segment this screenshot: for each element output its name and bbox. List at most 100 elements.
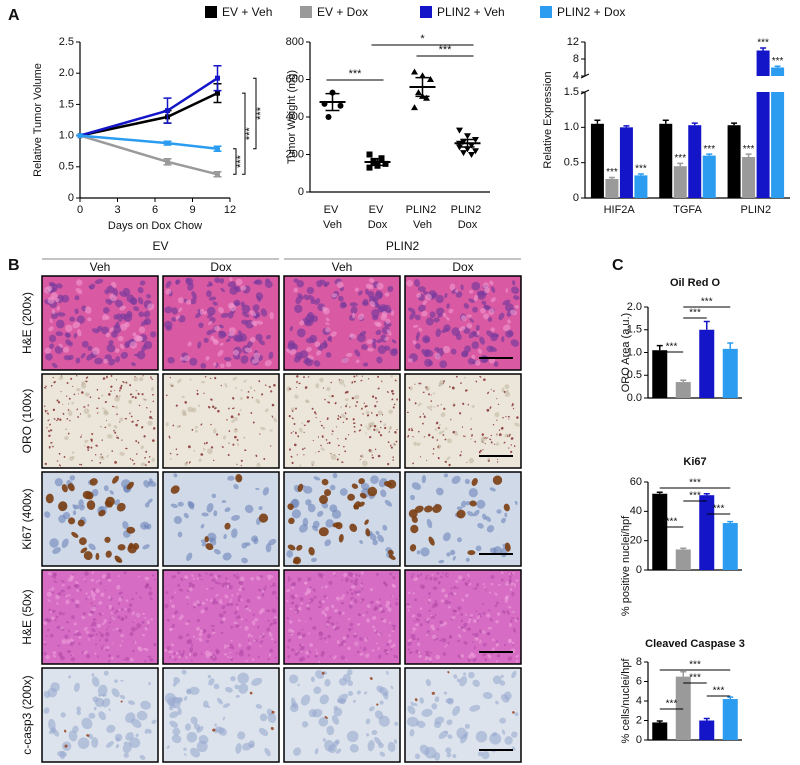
texture xyxy=(336,458,339,461)
texture xyxy=(220,384,222,387)
texture xyxy=(428,360,433,366)
texture xyxy=(285,588,291,593)
texture xyxy=(480,439,485,443)
texture xyxy=(371,412,373,414)
significance-label: *** xyxy=(689,673,701,684)
texture xyxy=(203,442,206,445)
texture xyxy=(489,732,502,745)
texture xyxy=(47,419,50,422)
texture xyxy=(475,324,480,331)
texture xyxy=(178,696,184,702)
texture xyxy=(171,614,175,619)
texture xyxy=(448,601,452,604)
texture xyxy=(326,386,331,392)
texture xyxy=(154,578,156,581)
texture xyxy=(45,654,50,660)
texture xyxy=(90,602,93,605)
texture xyxy=(443,532,451,542)
texture xyxy=(432,504,442,514)
texture xyxy=(106,419,107,422)
texture xyxy=(354,578,359,582)
texture xyxy=(53,580,58,583)
texture xyxy=(56,460,59,462)
texture xyxy=(221,500,227,503)
texture xyxy=(419,623,423,627)
micrograph-border xyxy=(404,667,522,763)
texture xyxy=(68,594,71,597)
texture xyxy=(379,434,383,437)
y-tick-label: 0.5 xyxy=(627,369,642,381)
texture xyxy=(89,633,95,638)
bar xyxy=(605,178,619,198)
texture xyxy=(513,583,516,588)
texture xyxy=(508,578,512,584)
texture xyxy=(345,591,349,594)
texture xyxy=(100,646,103,650)
texture xyxy=(61,584,65,587)
texture xyxy=(416,442,421,446)
texture xyxy=(425,679,431,687)
texture xyxy=(144,659,147,663)
texture xyxy=(144,576,150,581)
texture xyxy=(274,615,277,620)
texture xyxy=(235,743,242,754)
texture xyxy=(381,619,385,623)
texture xyxy=(497,403,500,406)
texture xyxy=(288,628,293,633)
texture xyxy=(306,346,312,352)
texture xyxy=(314,654,319,658)
texture xyxy=(228,327,237,335)
texture xyxy=(129,393,133,396)
texture xyxy=(148,591,153,596)
x-tick-label: EV Dox xyxy=(368,204,388,231)
texture xyxy=(236,463,238,465)
texture xyxy=(214,574,218,580)
texture xyxy=(76,387,81,392)
texture xyxy=(411,482,422,490)
texture xyxy=(178,655,182,659)
texture xyxy=(512,644,515,647)
texture xyxy=(211,624,215,627)
texture xyxy=(408,428,411,431)
texture xyxy=(324,585,328,589)
texture xyxy=(53,572,57,576)
texture xyxy=(354,287,359,292)
texture xyxy=(439,424,441,426)
texture xyxy=(498,429,501,432)
texture xyxy=(516,417,518,419)
texture xyxy=(233,416,238,422)
texture xyxy=(482,612,486,615)
texture xyxy=(50,384,53,387)
texture xyxy=(181,395,185,399)
texture xyxy=(306,604,310,608)
texture xyxy=(472,679,480,688)
texture xyxy=(461,315,467,322)
texture xyxy=(413,702,418,707)
texture xyxy=(56,625,61,630)
texture xyxy=(170,503,178,508)
texture xyxy=(495,620,499,624)
texture xyxy=(349,622,354,627)
error-bar xyxy=(325,92,340,112)
texture xyxy=(512,408,515,410)
texture xyxy=(345,405,348,408)
texture xyxy=(239,576,245,582)
texture xyxy=(295,387,298,389)
texture xyxy=(496,419,498,422)
texture xyxy=(101,313,108,321)
texture xyxy=(298,635,303,639)
error-bar xyxy=(656,720,663,723)
texture xyxy=(213,548,221,555)
texture xyxy=(463,376,466,379)
texture xyxy=(238,643,242,648)
texture xyxy=(490,582,494,586)
texture xyxy=(413,620,416,622)
texture xyxy=(60,712,66,718)
texture xyxy=(177,583,181,587)
texture xyxy=(90,438,93,442)
texture xyxy=(221,582,225,588)
texture xyxy=(291,410,294,412)
texture xyxy=(446,552,451,557)
texture xyxy=(444,599,450,605)
texture xyxy=(177,297,185,304)
